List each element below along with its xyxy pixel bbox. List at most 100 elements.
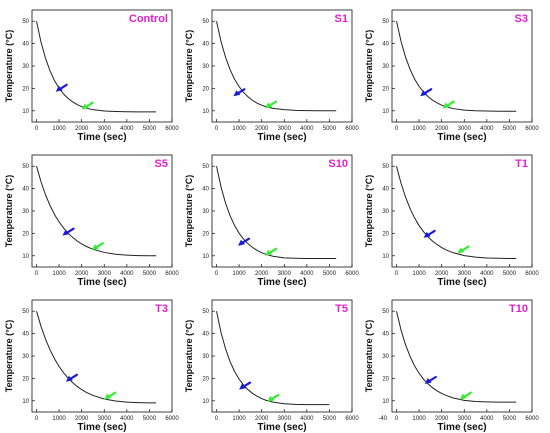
y-tick-label: 50 [382, 164, 389, 170]
y-axis-title: Temperature (°C) [184, 175, 194, 247]
arrow-head [423, 231, 431, 238]
x-tick-label: 6000 [525, 271, 539, 277]
arrow-head [104, 393, 112, 400]
chart-panel-t1: 0 1000 2000 3000 4000 5000 6000 10 20 30 40 50 Time … [360, 145, 543, 288]
x-tick-label: 0 [35, 271, 39, 277]
y-tick-label: 40 [22, 42, 29, 48]
y-tick-label: 10 [202, 254, 209, 260]
x-tick-label: 3000 [98, 271, 112, 277]
x-axis-title: Time (sec) [257, 422, 306, 433]
arrow-head [424, 378, 432, 384]
x-axis-title: Time (sec) [77, 422, 126, 433]
x-tick-label: 1000 [232, 271, 246, 277]
chart-panel-t10: 0 1000 2000 3000 4000 5000 6000 10 20 30 40 50 -40 Ti… [360, 290, 543, 433]
x-tick-label: 5000 [143, 126, 157, 132]
y-tick-label: 30 [22, 354, 29, 360]
y-tick-label: 10 [22, 109, 29, 115]
x-tick-label: 1000 [232, 416, 246, 422]
x-tick-label: 5000 [143, 416, 157, 422]
x-tick-label: 0 [215, 271, 219, 277]
y-tick-label: 40 [202, 42, 209, 48]
cooling-curve [216, 166, 337, 259]
y-tick-label: 40 [382, 187, 389, 193]
x-tick-label: 5000 [503, 271, 517, 277]
x-tick-label: 2000 [435, 271, 449, 277]
x-tick-label: 5000 [323, 126, 337, 132]
chart-panel-s1: 0 1000 2000 3000 4000 5000 6000 10 20 30 40 50 Time … [180, 0, 363, 143]
y-tick-label: 50 [382, 19, 389, 25]
x-tick-label: 2000 [435, 416, 449, 422]
cooling-curve [216, 21, 337, 112]
cooling-curve [36, 21, 157, 113]
y-tick-label: 20 [202, 86, 209, 92]
x-tick-label: 1000 [412, 416, 426, 422]
plot-frame [391, 9, 533, 123]
y-tick-label: 30 [382, 209, 389, 215]
x-tick-label: 3000 [98, 416, 112, 422]
y-tick-label: 40 [202, 332, 209, 338]
arrow-head [233, 90, 241, 97]
arrow-head [459, 393, 467, 400]
x-tick-label: 3000 [278, 126, 292, 132]
arrow-head [239, 383, 247, 390]
arrow-head [65, 375, 73, 382]
y-tick-label: 20 [202, 376, 209, 382]
arrow-head [81, 103, 89, 110]
x-tick-label: 0 [35, 416, 39, 422]
y-tick-label: 30 [202, 209, 209, 215]
y-axis-title: Temperature (°C) [364, 30, 374, 102]
chart-panel-s10: 0 1000 2000 3000 4000 5000 6000 10 20 30 40 50 Time … [180, 145, 363, 288]
panel-label: S5 [155, 158, 168, 170]
x-tick-label: 4000 [300, 126, 314, 132]
y-axis-title: Temperature (°C) [364, 175, 374, 247]
y-tick-label: 10 [202, 109, 209, 115]
y-tick-label: 10 [202, 399, 209, 405]
y-axis-title: Temperature (°C) [4, 30, 14, 102]
x-tick-label: 2000 [255, 126, 269, 132]
x-tick-label: 5000 [143, 271, 157, 277]
y-tick-label: 50 [22, 19, 29, 25]
x-tick-label: 2000 [255, 271, 269, 277]
x-tick-label: 0 [395, 271, 399, 277]
x-tick-label: 3000 [458, 271, 472, 277]
y-tick-label: 30 [202, 354, 209, 360]
x-axis-title: Time (sec) [77, 132, 126, 143]
chart-panel-s3: 0 1000 2000 3000 4000 5000 6000 10 20 30 40 50 Time … [360, 0, 543, 143]
x-tick-label: 4000 [300, 416, 314, 422]
y-tick-label: 30 [382, 64, 389, 70]
extra-tick-label: -40 [378, 416, 387, 422]
cooling-curve [396, 311, 517, 403]
x-tick-label: 2000 [435, 126, 449, 132]
y-tick-label: 10 [382, 109, 389, 115]
y-tick-label: 20 [22, 231, 29, 237]
y-tick-label: 10 [22, 254, 29, 260]
panel-label: S10 [328, 158, 348, 170]
x-tick-label: 2000 [75, 126, 89, 132]
x-tick-label: 6000 [165, 126, 179, 132]
arrow-head [91, 244, 99, 251]
x-tick-label: 5000 [323, 416, 337, 422]
x-tick-label: 6000 [345, 126, 359, 132]
x-tick-label: 6000 [525, 126, 539, 132]
y-axis-title: Temperature (°C) [184, 30, 194, 102]
x-axis-title: Time (sec) [257, 277, 306, 288]
chart-svg: 0 1000 2000 3000 4000 5000 6000 10 20 30 40 50 Time … [4, 9, 179, 143]
arrow-head [442, 102, 450, 109]
x-tick-label: 2000 [255, 416, 269, 422]
y-axis-title: Temperature (°C) [184, 320, 194, 392]
chart-svg: 0 1000 2000 3000 4000 5000 6000 10 20 30 40 50 Time … [184, 154, 359, 288]
panel-label: T10 [509, 303, 528, 315]
y-tick-label: 40 [382, 332, 389, 338]
cooling-curve [396, 166, 517, 259]
arrow-head [62, 229, 70, 236]
y-tick-label: 20 [202, 231, 209, 237]
panel-label: Control [129, 13, 168, 25]
y-tick-label: 30 [22, 64, 29, 70]
x-tick-label: 5000 [503, 126, 517, 132]
x-tick-label: 5000 [503, 416, 517, 422]
y-tick-label: 50 [22, 164, 29, 170]
x-tick-label: 1000 [52, 416, 66, 422]
x-tick-label: 3000 [278, 271, 292, 277]
arrow-head [55, 85, 63, 92]
x-tick-label: 0 [395, 126, 399, 132]
